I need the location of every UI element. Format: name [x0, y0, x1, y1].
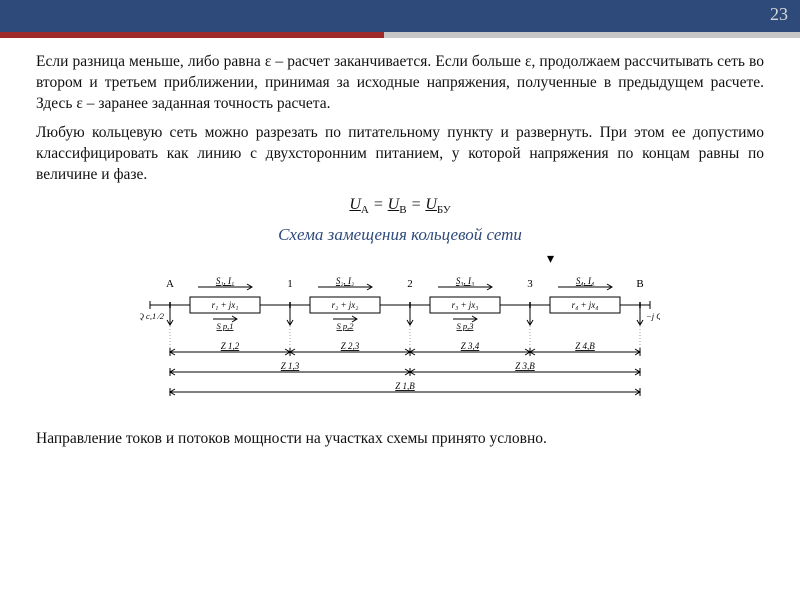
sub-bar	[0, 32, 800, 38]
svg-text:S₄, I₄: S₄, I₄	[576, 276, 594, 286]
svg-text:−j Q c,1 ⁄2: −j Q c,1 ⁄2	[140, 311, 165, 321]
svg-text:Z 2,3: Z 2,3	[341, 341, 360, 351]
svg-text:S₂, I₂: S₂, I₂	[336, 276, 354, 286]
svg-text:S₃, I₃: S₃, I₃	[456, 276, 474, 286]
svg-text:Z 1,B: Z 1,B	[395, 381, 415, 391]
paragraph-2: Любую кольцевую сеть можно разрезать по …	[36, 123, 764, 186]
paragraph-1: Если разница меньше, либо равна ε – расч…	[36, 52, 764, 115]
svg-text:Z 4,B: Z 4,B	[575, 341, 595, 351]
content: Если разница меньше, либо равна ε – расч…	[0, 38, 800, 459]
diagram: ▾ r₁ + jx₁S₁, I₁S p,1r₂ + jx₂S₂, I₂S p,2…	[36, 257, 764, 417]
svg-text:1: 1	[287, 278, 293, 290]
svg-text:r₂ + jx₂: r₂ + jx₂	[332, 300, 359, 310]
svg-text:3: 3	[527, 278, 533, 290]
svg-text:S p,1: S p,1	[217, 321, 234, 331]
diagram-caption: Схема замещения кольцевой сети	[36, 224, 764, 247]
svg-text:2: 2	[407, 278, 413, 290]
svg-text:Z 1,3: Z 1,3	[281, 361, 300, 371]
circuit-diagram: r₁ + jx₁ S₁, I₁ S p,1 r₂ + jx₂ S₂, I₂ S p,2 r₃…	[140, 257, 660, 417]
svg-text:r₄ + jx₄: r₄ + jx₄	[572, 300, 599, 310]
cursor-pointer-icon: ▾	[547, 251, 554, 270]
accent-gray	[384, 32, 800, 38]
svg-text:r₁ + jx₁: r₁ + jx₁	[212, 300, 239, 310]
svg-text:A: A	[166, 278, 174, 290]
svg-text:S₁, I₁: S₁, I₁	[216, 276, 234, 286]
page-number: 23	[770, 4, 788, 25]
svg-text:−j Q c,4 ⁄2: −j Q c,4 ⁄2	[646, 311, 660, 321]
svg-text:Z 3,B: Z 3,B	[515, 361, 535, 371]
equation: UА = UВ = UБУ	[36, 194, 764, 218]
svg-text:S p,3: S p,3	[457, 321, 474, 331]
header-bar: 23	[0, 0, 800, 32]
svg-text:B: B	[636, 278, 643, 290]
svg-text:Z 1,2: Z 1,2	[221, 341, 240, 351]
svg-text:S p,2: S p,2	[337, 321, 355, 331]
paragraph-3: Направление токов и потоков мощности на …	[36, 429, 764, 450]
svg-text:Z 3,4: Z 3,4	[461, 341, 480, 351]
svg-text:r₃ + jx₃: r₃ + jx₃	[452, 300, 479, 310]
accent-red	[0, 32, 384, 38]
